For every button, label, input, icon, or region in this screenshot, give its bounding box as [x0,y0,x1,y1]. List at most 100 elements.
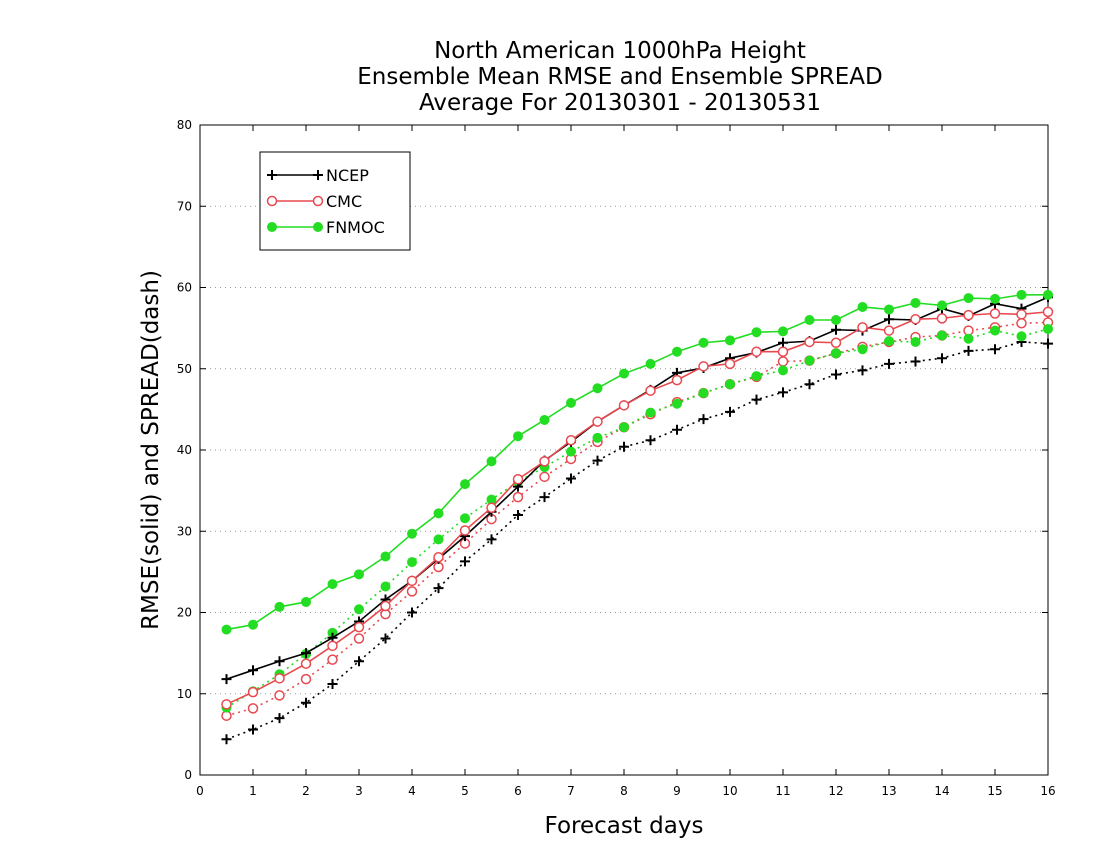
x-tick-label: 16 [1040,784,1055,798]
x-tick-label: 6 [514,784,522,798]
y-tick-label: 70 [177,199,192,213]
data-point-ncep-spread [751,394,762,405]
data-point-cmc-spread [512,491,524,503]
data-point-cmc-spread [300,673,312,685]
data-point-fnmoc-spread [831,348,841,359]
data-point-fnmoc-rmse [937,300,947,311]
data-point-fnmoc-spread [460,513,470,524]
legend-marker-right [312,195,324,207]
data-point-cmc-spread [539,471,550,483]
data-point-cmc-rmse [353,621,365,633]
data-point-ncep-spread [539,492,550,503]
legend: NCEP CMC FNMOC [259,151,411,251]
data-point-fnmoc-rmse [1043,289,1053,300]
data-point-ncep-spread [937,353,947,364]
chart-title-group: North American 1000hPa Height Ensemble M… [357,38,882,116]
data-point-ncep-spread [778,387,788,398]
data-point-ncep-spread [433,583,444,594]
data-point-ncep-spread [274,713,285,724]
data-point-ncep-spread [645,435,656,446]
x-tick-label: 4 [408,784,416,798]
y-tick-label: 10 [177,687,192,701]
data-point-fnmoc-rmse [407,528,417,539]
data-point-ncep-spread [725,406,735,417]
data-point-cmc-rmse [247,686,259,698]
data-point-fnmoc-rmse [778,326,788,337]
data-point-ncep-spread [990,344,1000,355]
y-tick-label: 60 [177,281,192,295]
data-point-cmc-spread [274,690,285,701]
series-line-fnmoc-rmse [226,294,1048,631]
data-point-fnmoc-spread [884,336,894,347]
data-point-ncep-rmse [884,314,894,325]
data-point-ncep-spread [963,345,974,356]
series-fnmoc-spread [221,323,1053,713]
legend-marker-left [266,195,278,207]
x-tick-label: 7 [567,784,575,798]
data-point-fnmoc-spread [380,581,391,592]
data-point-cmc-rmse [830,337,842,348]
data-point-fnmoc-rmse [486,456,497,467]
data-point-cmc-rmse [1042,306,1054,318]
data-point-cmc-rmse [857,322,868,333]
data-point-fnmoc-spread [778,365,788,376]
data-point-ncep-spread [698,414,709,425]
data-point-ncep-spread [380,633,391,644]
data-point-ncep-spread [354,656,364,667]
data-point-ncep-spread [248,724,258,735]
legend-marker-left [267,170,277,180]
data-point-ncep-spread [513,510,523,520]
data-point-fnmoc-rmse [460,479,470,490]
series-line-cmc-rmse [226,311,1049,706]
x-axis-label: Forecast days [545,813,704,839]
data-point-cmc-rmse [459,525,471,536]
data-point-fnmoc-spread [751,371,762,382]
legend-label: NCEP [326,166,369,185]
data-point-ncep-spread [672,424,682,435]
data-point-cmc-rmse [433,552,444,563]
data-point-ncep-spread [327,679,338,689]
legend-marker-left [267,222,277,232]
data-point-ncep-spread [804,379,815,390]
data-point-cmc-spread [406,586,418,597]
data-point-fnmoc-spread [645,407,656,418]
data-point-cmc-rmse [618,400,630,411]
data-point-fnmoc-spread [672,398,682,409]
data-point-cmc-rmse [592,416,603,427]
series-cmc-rmse [221,306,1054,710]
data-point-fnmoc-rmse [725,335,735,346]
data-point-fnmoc-spread [698,388,709,399]
data-point-ncep-spread [221,734,232,745]
y-axis-ticks: 0 10 20 30 40 50 60 70 80 [177,118,1048,782]
legend-marker-right [313,170,323,180]
data-point-ncep-spread [566,473,576,484]
data-point-fnmoc-rmse [619,368,629,379]
x-tick-label: 2 [302,784,310,798]
y-tick-label: 30 [177,524,192,538]
data-point-fnmoc-rmse [433,508,444,519]
data-point-fnmoc-spread [354,604,364,615]
legend-label: FNMOC [326,218,385,237]
x-tick-label: 11 [775,784,790,798]
data-point-fnmoc-spread [725,379,735,390]
x-tick-label: 10 [722,784,737,798]
data-point-fnmoc-spread [1043,323,1053,334]
data-point-ncep-rmse [248,665,258,676]
data-point-fnmoc-rmse [380,551,391,562]
data-point-cmc-rmse [300,658,312,669]
data-point-fnmoc-rmse [221,624,232,635]
data-point-fnmoc-rmse [831,315,841,325]
data-point-fnmoc-spread [433,534,444,545]
data-point-cmc-rmse [936,313,948,324]
data-point-cmc-rmse [327,640,338,652]
data-point-fnmoc-spread [857,344,868,355]
y-tick-label: 40 [177,443,192,457]
y-tick-label: 80 [177,118,192,132]
x-tick-label: 5 [461,784,469,798]
chart-title-line-2: Ensemble Mean RMSE and Ensemble SPREAD [357,64,882,90]
data-point-cmc-rmse [406,575,418,587]
data-point-cmc-rmse [512,474,524,485]
data-point-ncep-spread [460,556,470,567]
series-cmc-spread [221,317,1054,721]
data-point-cmc-rmse [724,358,736,370]
